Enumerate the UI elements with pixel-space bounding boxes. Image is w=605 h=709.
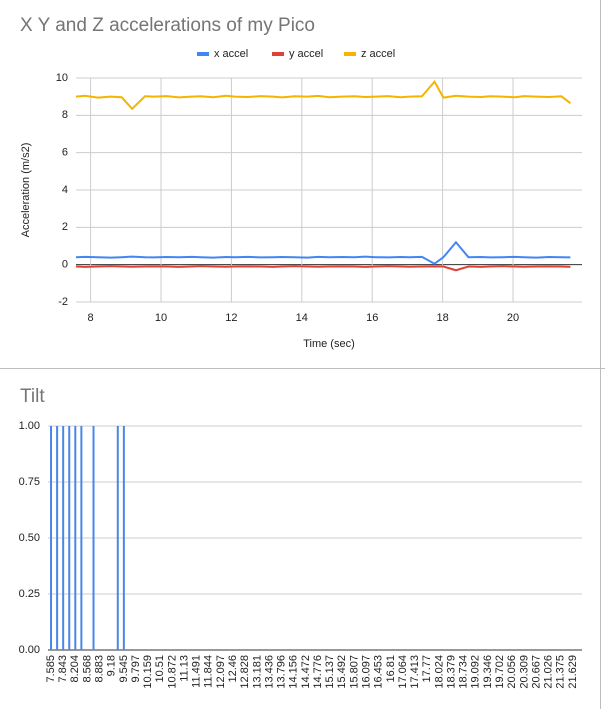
x-tick-label: 12: [225, 312, 237, 324]
bar: [62, 426, 65, 650]
x-tick-label: 20: [507, 312, 519, 324]
x-tick-label: 8.568: [81, 655, 93, 683]
x-tick-label: 18.024: [433, 655, 445, 689]
x-tick-label: 10: [155, 312, 167, 324]
y-tick-label: 0.25: [19, 588, 40, 600]
x-tick-label: 14.472: [300, 655, 312, 689]
bar: [122, 426, 125, 650]
x-tick-label: 14: [296, 312, 308, 324]
x-tick-label: 8: [88, 312, 94, 324]
y-tick-label: 2: [62, 221, 68, 233]
bar: [56, 426, 59, 650]
x-tick-label: 11.491: [191, 655, 203, 688]
bar: [74, 426, 77, 650]
x-tick-label: 11.13: [178, 655, 190, 682]
y-tick-label: 0.50: [19, 532, 40, 544]
x-tick-label: 14.156: [288, 655, 300, 689]
x-tick-label: 12.828: [239, 655, 251, 689]
x-tick-label: 7.843: [57, 655, 69, 683]
y-tick-label: -2: [58, 296, 68, 308]
x-tick-label: 21.375: [555, 655, 567, 689]
chart-title: X Y and Z accelerations of my Pico: [20, 15, 315, 36]
x-tick-label: 13.796: [276, 655, 288, 689]
x-tick-label: 21.629: [567, 655, 579, 689]
line-series: [75, 79, 571, 111]
line-series: [75, 240, 571, 265]
x-tick-label: 8.883: [93, 655, 105, 683]
x-tick-label: 9.545: [118, 655, 130, 683]
x-axis-title: Time (sec): [303, 338, 355, 350]
x-tick-label: 10.51: [154, 655, 166, 683]
x-tick-label: 12.46: [227, 655, 239, 683]
legend-swatch: [344, 52, 356, 56]
x-tick-label: 13.436: [263, 655, 275, 689]
x-tick-label: 21.026: [543, 655, 555, 689]
legend-label: z accel: [361, 48, 395, 60]
y-tick-label: 8: [62, 109, 68, 121]
x-tick-label: 16.097: [360, 655, 372, 689]
legend-swatch: [197, 52, 209, 56]
bar: [50, 426, 53, 650]
y-tick-label: 0.00: [19, 644, 40, 656]
chart-title: Tilt: [20, 386, 45, 407]
x-tick-label: 18: [436, 312, 448, 324]
x-tick-label: 19.092: [470, 655, 482, 689]
x-tick-label: 9.797: [130, 655, 142, 683]
x-tick-label: 16: [366, 312, 378, 324]
x-tick-label: 13.181: [251, 655, 263, 689]
x-tick-label: 20.667: [530, 655, 542, 689]
legend-label: x accel: [214, 48, 248, 60]
x-tick-label: 16.81: [385, 655, 397, 683]
x-tick-label: 16.453: [373, 655, 385, 689]
y-tick-label: 4: [62, 184, 68, 196]
y-tick-label: 1.00: [19, 420, 40, 432]
x-tick-label: 20.056: [506, 655, 518, 689]
bar: [68, 426, 71, 650]
x-tick-label: 8.204: [69, 655, 81, 683]
bar: [80, 426, 83, 650]
y-tick-label: 6: [62, 147, 68, 159]
x-tick-label: 17.413: [409, 655, 421, 689]
x-tick-label: 10.872: [166, 655, 178, 689]
x-tick-label: 19.346: [482, 655, 494, 689]
bar: [116, 426, 119, 650]
bar: [92, 426, 95, 650]
x-tick-label: 15.492: [336, 655, 348, 689]
x-tick-label: 11.844: [203, 655, 215, 688]
y-tick-label: 10: [56, 72, 68, 84]
line-series: [75, 265, 571, 272]
y-axis-title: Acceleration (m/s2): [20, 143, 32, 238]
y-tick-label: 0.75: [19, 476, 40, 488]
x-tick-label: 17.77: [421, 655, 433, 683]
x-tick-label: 12.097: [215, 655, 227, 689]
y-tick-label: 0: [62, 259, 68, 271]
x-tick-label: 7.585: [45, 655, 57, 683]
x-tick-label: 14.776: [312, 655, 324, 689]
x-tick-label: 18.379: [445, 655, 457, 689]
x-tick-label: 17.064: [397, 655, 409, 689]
x-tick-label: 18.734: [458, 655, 470, 689]
x-tick-label: 9.18: [106, 655, 118, 676]
x-tick-label: 20.309: [518, 655, 530, 689]
x-tick-label: 19.702: [494, 655, 506, 689]
x-tick-label: 10.159: [142, 655, 154, 689]
legend-swatch: [272, 52, 284, 56]
x-tick-label: 15.137: [324, 655, 336, 689]
x-tick-label: 15.807: [348, 655, 360, 689]
legend-label: y accel: [289, 48, 323, 60]
